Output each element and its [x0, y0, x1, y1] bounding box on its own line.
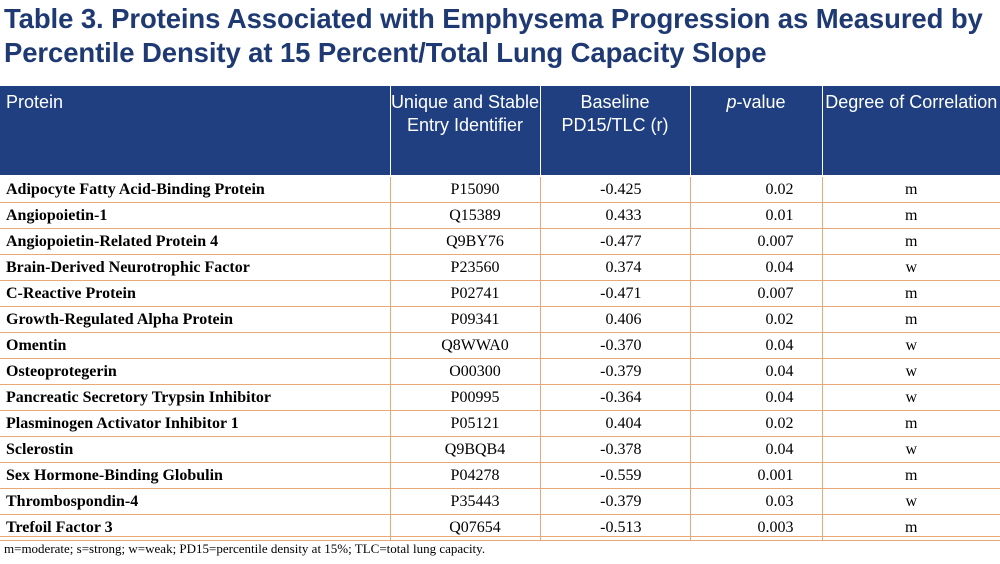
cell-identifier: P23560	[389, 254, 540, 281]
table-row: Omentin Q8WWA0 -0.370 0.04 w	[0, 332, 1000, 359]
cell-baseline-r: -0.477	[539, 228, 690, 255]
cell-degree: w	[821, 358, 1000, 385]
cell-protein: Pancreatic Secretory Trypsin Inhibitor	[0, 384, 390, 411]
cell-degree: w	[821, 332, 1000, 359]
cell-degree: m	[821, 280, 1000, 307]
cell-protein: C-Reactive Protein	[0, 280, 390, 307]
cell-protein: Angiopoietin-1	[0, 202, 390, 229]
cell-degree: m	[821, 175, 1000, 203]
header-identifier: Unique and Stable Entry Identifier	[389, 86, 540, 177]
cell-protein: Thrombospondin-4	[0, 488, 390, 515]
header-pvalue: p-value	[689, 86, 822, 177]
header-baseline: Baseline PD15/TLC (r)	[539, 86, 690, 177]
cell-identifier: Q9BY76	[389, 228, 540, 255]
cell-degree: m	[821, 410, 1000, 437]
header-row: Protein Unique and Stable Entry Identifi…	[0, 86, 1000, 177]
cell-protein: Angiopoietin-Related Protein 4	[0, 228, 390, 255]
cell-baseline-r: 0.374	[539, 254, 690, 281]
cell-protein: Omentin	[0, 332, 390, 359]
table-row: Adipocyte Fatty Acid-Binding Protein P150…	[0, 175, 1000, 203]
table-row: Pancreatic Secretory Trypsin Inhibitor P0…	[0, 384, 1000, 411]
cell-protein: Osteoprotegerin	[0, 358, 390, 385]
header-degree: Degree of Correlation	[821, 86, 1000, 177]
cell-protein: Brain-Derived Neurotrophic Factor	[0, 254, 390, 281]
table-row: Plasminogen Activator Inhibitor 1 P05121 0…	[0, 410, 1000, 437]
cell-pvalue: 0.03	[689, 488, 822, 515]
cell-pvalue: 0.04	[689, 436, 822, 463]
cell-degree: m	[821, 202, 1000, 229]
cell-baseline-r: -0.471	[539, 280, 690, 307]
cell-baseline-r: 0.433	[539, 202, 690, 229]
table-row: Brain-Derived Neurotrophic Factor P23560 0…	[0, 254, 1000, 281]
table-row: Growth-Regulated Alpha Protein P09341 0.40…	[0, 306, 1000, 333]
cell-baseline-r: 0.406	[539, 306, 690, 333]
cell-baseline-r: -0.364	[539, 384, 690, 411]
cell-pvalue: 0.001	[689, 462, 822, 489]
cell-baseline-r: 0.404	[539, 410, 690, 437]
header-pvalue-p: p	[726, 92, 737, 112]
cell-degree: w	[821, 254, 1000, 281]
cell-baseline-r: -0.379	[539, 358, 690, 385]
cell-pvalue: 0.04	[689, 384, 822, 411]
cell-pvalue: 0.02	[689, 175, 822, 203]
header-pvalue-rest: -value	[736, 92, 786, 112]
cell-identifier: P35443	[389, 488, 540, 515]
cell-identifier: Q8WWA0	[389, 332, 540, 359]
cell-identifier: O00300	[389, 358, 540, 385]
table-row: Osteoprotegerin O00300 -0.379 0.04 w	[0, 358, 1000, 385]
cell-protein: Plasminogen Activator Inhibitor 1	[0, 410, 390, 437]
cell-pvalue: 0.02	[689, 410, 822, 437]
table-row: Angiopoietin-1 Q15389 0.433 0.01 m	[0, 202, 1000, 229]
cell-pvalue: 0.04	[689, 332, 822, 359]
footnote-divider	[0, 536, 1000, 537]
cell-protein: Sex Hormone-Binding Globulin	[0, 462, 390, 489]
table-row: Sclerostin Q9BQB4 -0.378 0.04 w	[0, 436, 1000, 463]
table-row: Angiopoietin-Related Protein 4 Q9BY76 -0.4…	[0, 228, 1000, 255]
cell-pvalue: 0.01	[689, 202, 822, 229]
cell-degree: m	[821, 306, 1000, 333]
cell-degree: w	[821, 384, 1000, 411]
cell-protein: Sclerostin	[0, 436, 390, 463]
header-protein: Protein	[0, 86, 390, 177]
cell-baseline-r: -0.379	[539, 488, 690, 515]
cell-degree: w	[821, 488, 1000, 515]
table-title: Table 3. Proteins Associated with Emphys…	[4, 3, 983, 68]
cell-baseline-r: -0.370	[539, 332, 690, 359]
cell-identifier: P15090	[389, 175, 540, 203]
cell-identifier: P02741	[389, 280, 540, 307]
table-row: C-Reactive Protein P02741 -0.471 0.007 m	[0, 280, 1000, 307]
cell-degree: m	[821, 228, 1000, 255]
cell-degree: w	[821, 436, 1000, 463]
cell-identifier: Q15389	[389, 202, 540, 229]
footnote: m=moderate; s=strong; w=weak; PD15=perce…	[4, 541, 486, 556]
cell-pvalue: 0.007	[689, 228, 822, 255]
table-row: Thrombospondin-4 P35443 -0.379 0.03 w	[0, 488, 1000, 515]
table-row: Sex Hormone-Binding Globulin P04278 -0.559…	[0, 462, 1000, 489]
cell-identifier: Q9BQB4	[389, 436, 540, 463]
protein-table: Protein Unique and Stable Entry Identifi…	[0, 86, 1000, 541]
cell-protein: Adipocyte Fatty Acid-Binding Protein	[0, 175, 390, 203]
cell-pvalue: 0.04	[689, 358, 822, 385]
cell-identifier: P09341	[389, 306, 540, 333]
cell-protein: Growth-Regulated Alpha Protein	[0, 306, 390, 333]
cell-baseline-r: -0.378	[539, 436, 690, 463]
cell-pvalue: 0.04	[689, 254, 822, 281]
cell-identifier: P04278	[389, 462, 540, 489]
cell-pvalue: 0.007	[689, 280, 822, 307]
cell-identifier: P00995	[389, 384, 540, 411]
cell-pvalue: 0.02	[689, 306, 822, 333]
cell-degree: m	[821, 462, 1000, 489]
cell-identifier: P05121	[389, 410, 540, 437]
cell-baseline-r: -0.559	[539, 462, 690, 489]
cell-baseline-r: -0.425	[539, 175, 690, 203]
